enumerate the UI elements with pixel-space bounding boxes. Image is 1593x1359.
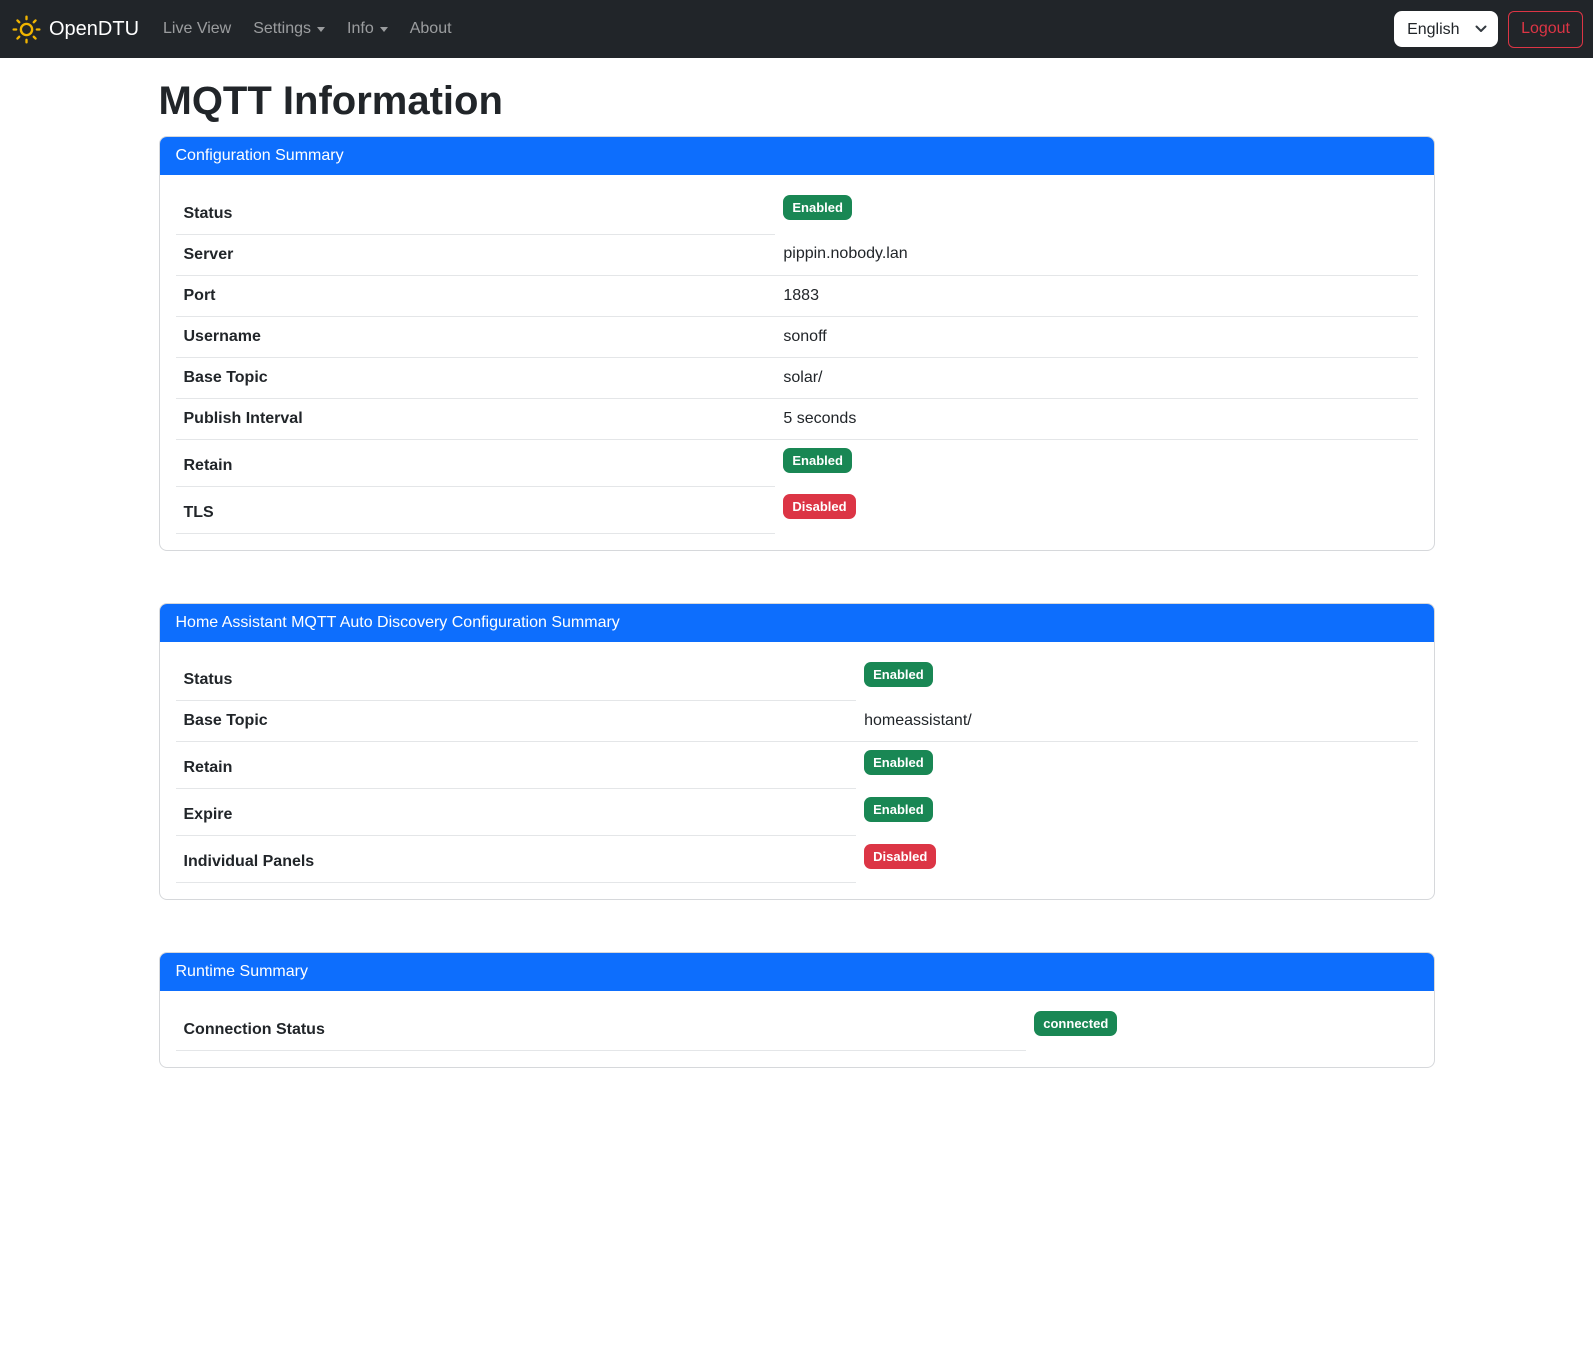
row-label: Port	[175, 275, 776, 317]
summary-table: Status Enabled Base Topic homeassistant/…	[175, 653, 1418, 883]
navbar-right: English Logout	[1394, 10, 1583, 48]
row-label: TLS	[175, 486, 776, 534]
row-value-cell: Disabled	[856, 836, 1417, 883]
table-row: Username sonoff	[175, 316, 1418, 358]
row-value: 1883	[775, 275, 1418, 317]
table-row: TLS Disabled	[175, 486, 1418, 534]
row-label: Connection Status	[175, 1003, 1027, 1051]
row-value: 5 seconds	[775, 398, 1418, 440]
status-badge: Disabled	[864, 843, 937, 869]
row-label: Publish Interval	[175, 398, 776, 440]
nav-item-live-view[interactable]: Live View	[155, 12, 239, 46]
table-row: Status Enabled	[175, 187, 1418, 235]
language-select[interactable]: English	[1394, 11, 1499, 47]
table-row: Status Enabled	[175, 653, 1418, 701]
language-select-wrap: English	[1394, 11, 1499, 47]
nav-item-settings[interactable]: Settings	[245, 12, 333, 46]
row-value-cell: Enabled	[856, 742, 1417, 789]
page-title: MQTT Information	[158, 79, 503, 123]
row-label: Username	[175, 316, 776, 358]
status-badge: Enabled	[864, 796, 933, 822]
row-value-cell: connected	[1026, 1003, 1417, 1050]
card-home-assistant-mqtt-auto-discovery-configuration-summary: Home Assistant MQTT Auto Discovery Confi…	[158, 602, 1435, 900]
cards-container: Configuration Summary Status Enabled Ser…	[158, 136, 1435, 1068]
row-label: Server	[175, 234, 776, 276]
row-value: homeassistant/	[856, 700, 1418, 742]
summary-table: Status Enabled Server pippin.nobody.lan …	[175, 187, 1418, 534]
card-body: Status Enabled Base Topic homeassistant/…	[160, 642, 1434, 900]
main-content: MQTT Information Configuration Summary S…	[158, 77, 1435, 1068]
row-value: sonoff	[775, 316, 1418, 358]
table-row: Individual Panels Disabled	[175, 835, 1418, 883]
row-label: Status	[175, 187, 776, 235]
navbar-left: OpenDTU Live View Settings Info About	[12, 12, 466, 46]
table-row: Base Topic homeassistant/	[175, 700, 1418, 742]
table-row: Connection Status connected	[175, 1003, 1418, 1051]
table-row: Base Topic solar/	[175, 357, 1418, 399]
row-label: Expire	[175, 788, 857, 836]
card-header: Home Assistant MQTT Auto Discovery Confi…	[159, 603, 1434, 642]
logout-button[interactable]: Logout	[1508, 10, 1583, 48]
nav-items: Live View Settings Info About	[155, 12, 466, 46]
row-value-cell: Enabled	[856, 789, 1417, 836]
row-value: solar/	[775, 357, 1418, 399]
nav-item-info[interactable]: Info	[339, 12, 396, 46]
row-label: Status	[175, 653, 857, 701]
status-badge: Enabled	[783, 447, 852, 473]
summary-table: Connection Status connected	[175, 1003, 1418, 1051]
nav-item-label: About	[409, 20, 452, 37]
row-label: Base Topic	[175, 357, 776, 399]
sun-icon	[12, 14, 41, 44]
table-row: Server pippin.nobody.lan	[175, 234, 1418, 276]
nav-item-label: Info	[347, 20, 374, 37]
row-label: Retain	[175, 741, 857, 789]
card-body: Status Enabled Server pippin.nobody.lan …	[160, 175, 1434, 550]
row-value-cell: Disabled	[775, 486, 1417, 533]
card-runtime-summary: Runtime Summary Connection Status connec…	[158, 952, 1435, 1068]
nav-item-label: Live View	[163, 20, 232, 37]
table-row: Retain Enabled	[175, 741, 1418, 789]
card-configuration-summary: Configuration Summary Status Enabled Ser…	[158, 136, 1435, 551]
row-label: Individual Panels	[175, 835, 857, 883]
row-value: pippin.nobody.lan	[775, 234, 1418, 276]
row-value-cell: Enabled	[775, 439, 1417, 486]
card-body: Connection Status connected	[160, 991, 1434, 1067]
status-badge: connected	[1034, 1011, 1118, 1036]
card-header: Runtime Summary	[159, 953, 1434, 991]
status-badge: Disabled	[783, 494, 856, 519]
chevron-down-icon	[379, 26, 388, 32]
status-badge: Enabled	[864, 750, 933, 775]
nav-item-about[interactable]: About	[402, 12, 460, 46]
row-label: Retain	[175, 439, 776, 487]
nav-item-label: Settings	[253, 20, 312, 37]
status-badge: Enabled	[783, 195, 852, 220]
status-badge: Enabled	[864, 661, 933, 687]
chevron-down-icon	[317, 26, 326, 32]
table-row: Expire Enabled	[175, 788, 1418, 836]
navbar: OpenDTU Live View Settings Info About Engli…	[0, 0, 1593, 58]
brand-label: OpenDTU	[49, 17, 140, 40]
table-row: Retain Enabled	[175, 439, 1418, 487]
card-header: Configuration Summary	[159, 137, 1434, 175]
row-value-cell: Enabled	[856, 654, 1417, 701]
row-value-cell: Enabled	[775, 187, 1417, 234]
brand-link[interactable]: OpenDTU	[12, 14, 140, 44]
row-label: Base Topic	[175, 700, 857, 742]
table-row: Publish Interval 5 seconds	[175, 398, 1418, 440]
table-row: Port 1883	[175, 275, 1418, 317]
